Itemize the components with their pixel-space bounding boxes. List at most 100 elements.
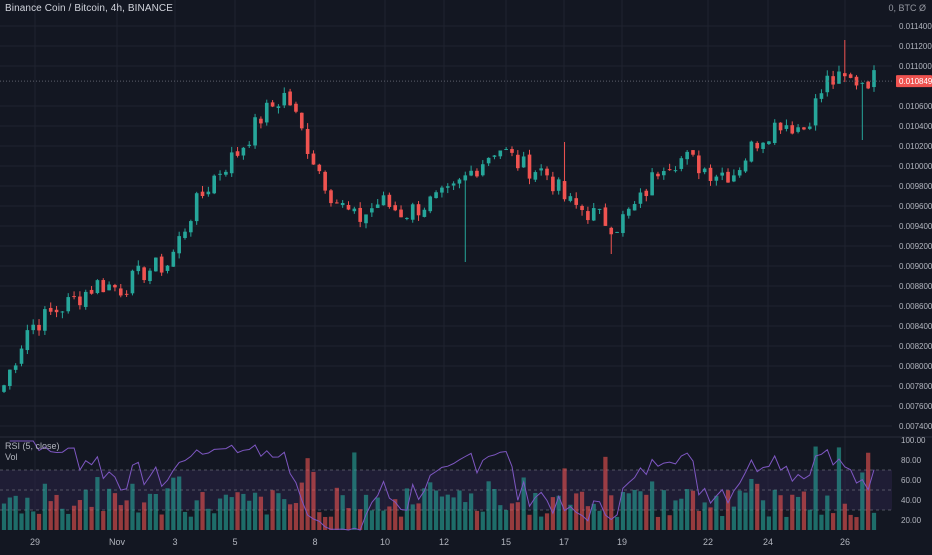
candle[interactable] [743, 158, 748, 173]
volume-bar[interactable] [7, 497, 12, 530]
volume-bar[interactable] [533, 492, 538, 530]
candle[interactable] [591, 203, 596, 222]
volume-bar[interactable] [521, 477, 526, 530]
volume-bar[interactable] [737, 490, 742, 530]
volume-bar[interactable] [270, 490, 275, 530]
candle[interactable] [13, 363, 18, 374]
volume-bar[interactable] [539, 516, 544, 530]
candle[interactable] [154, 257, 158, 272]
candle[interactable] [346, 201, 351, 211]
volume-bar[interactable] [626, 493, 631, 530]
volume-bar[interactable] [696, 510, 701, 530]
candle[interactable] [790, 121, 795, 135]
candle[interactable] [708, 164, 713, 186]
candle[interactable] [644, 188, 649, 202]
candle[interactable] [539, 164, 543, 176]
volume-bar[interactable] [702, 502, 707, 530]
candle[interactable] [183, 228, 187, 240]
candle[interactable] [434, 190, 438, 199]
volume-bar[interactable] [60, 508, 65, 530]
candle[interactable] [673, 166, 678, 173]
candle[interactable] [206, 186, 211, 197]
candle[interactable] [480, 160, 485, 177]
candle[interactable] [842, 40, 847, 83]
volume-bar[interactable] [445, 494, 450, 530]
candle[interactable] [866, 80, 870, 90]
volume-bar[interactable] [708, 507, 713, 530]
candle[interactable] [259, 116, 263, 129]
volume-bar[interactable] [182, 511, 188, 530]
candle[interactable] [732, 169, 736, 183]
volume-bar[interactable] [819, 514, 824, 530]
candle[interactable] [854, 75, 859, 90]
volume-bar[interactable] [188, 516, 193, 530]
candle[interactable] [837, 65, 841, 84]
volume-bar[interactable] [334, 487, 339, 530]
volume-bar[interactable] [305, 458, 310, 530]
volume-bar[interactable] [807, 509, 812, 530]
volume-bar[interactable] [106, 488, 112, 530]
volume-bar[interactable] [340, 495, 345, 530]
candle[interactable] [685, 150, 689, 165]
candle[interactable] [486, 157, 491, 167]
candle[interactable] [697, 150, 701, 180]
candle[interactable] [276, 104, 281, 114]
candle[interactable] [8, 369, 12, 390]
volume-bar[interactable] [153, 493, 158, 530]
volume-bar[interactable] [690, 490, 696, 530]
candle[interactable] [288, 88, 292, 106]
volume-bar[interactable] [352, 452, 357, 530]
volume-bar[interactable] [842, 503, 847, 530]
candle[interactable] [235, 147, 240, 158]
candle[interactable] [89, 285, 94, 295]
volume-bar[interactable] [118, 505, 123, 530]
candle[interactable] [264, 99, 269, 126]
volume-bar[interactable] [235, 492, 240, 530]
volume-bar[interactable] [217, 498, 223, 530]
volume-bar[interactable] [568, 504, 573, 530]
volume-bar[interactable] [714, 495, 719, 530]
candle[interactable] [568, 193, 573, 203]
volume-bar[interactable] [562, 468, 567, 530]
candle[interactable] [650, 168, 654, 196]
candle[interactable] [422, 207, 427, 218]
candle[interactable] [31, 319, 36, 335]
volume-bar[interactable] [206, 508, 211, 530]
candle[interactable] [574, 192, 579, 209]
candle[interactable] [848, 72, 853, 79]
volume-bar[interactable] [603, 456, 608, 530]
candle[interactable] [813, 94, 818, 131]
volume-bar[interactable] [433, 490, 439, 530]
candle[interactable] [428, 195, 433, 214]
volume-bar[interactable] [591, 503, 596, 530]
candle[interactable] [580, 204, 584, 216]
candle[interactable] [556, 177, 561, 195]
volume-bar[interactable] [77, 500, 83, 530]
volume-bar[interactable] [614, 516, 620, 530]
volume-bar[interactable] [25, 497, 30, 530]
volume-bar[interactable] [387, 506, 392, 530]
volume-bar[interactable] [258, 496, 264, 530]
volume-bar[interactable] [212, 513, 217, 530]
candle[interactable] [2, 384, 6, 393]
candle[interactable] [66, 293, 71, 314]
candle[interactable] [159, 253, 164, 276]
candle[interactable] [562, 142, 567, 202]
rsi-line[interactable] [9, 440, 875, 531]
price-axis[interactable]: 0.007400 0.007600 0.007800 0.008000 0.008200… [899, 22, 932, 431]
volume-bar[interactable] [287, 504, 293, 530]
candle[interactable] [498, 150, 503, 160]
volume-bar[interactable] [650, 481, 655, 530]
candle[interactable] [603, 203, 608, 226]
volume-bar[interactable] [866, 452, 871, 530]
volume-bar[interactable] [159, 514, 164, 530]
volume-bar[interactable] [252, 492, 258, 530]
volume-bar[interactable] [486, 481, 491, 530]
volume-bar[interactable] [469, 493, 474, 530]
volume-bar[interactable] [89, 506, 94, 530]
candle[interactable] [802, 126, 806, 131]
candle[interactable] [253, 113, 257, 149]
volume-bar[interactable] [124, 500, 129, 530]
volume-bar[interactable] [679, 498, 684, 530]
candle[interactable] [48, 302, 53, 316]
